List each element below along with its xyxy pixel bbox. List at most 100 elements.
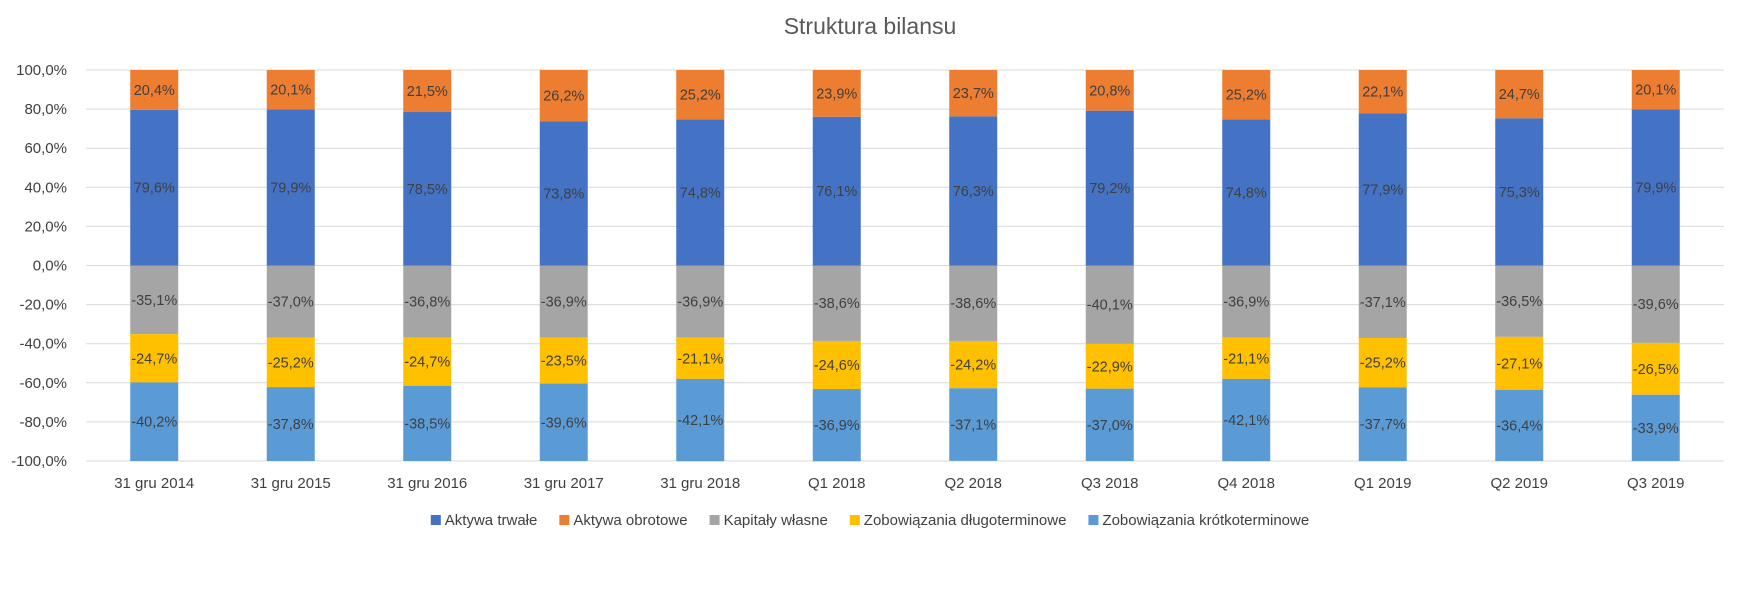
data-label: 21,5% <box>407 84 448 100</box>
data-label: -36,8% <box>404 294 450 310</box>
legend-item: Aktywa obrotowe <box>559 512 688 529</box>
y-tick-label: -80,0% <box>19 414 67 431</box>
bar-segment <box>1358 338 1407 388</box>
data-label: -25,2% <box>268 355 314 371</box>
data-label: 79,2% <box>1089 181 1130 197</box>
x-tick-label: Q2 2018 <box>944 475 1002 492</box>
bar-segment <box>676 119 725 266</box>
bar-segment <box>1358 113 1407 266</box>
bar-segment <box>1495 70 1544 119</box>
bar-segment <box>812 389 861 462</box>
bar-segment <box>539 70 588 122</box>
y-axis: 100,0% 80,0% 60,0% 40,0% 20,0% 0,0% -20,0% -40,… <box>11 62 67 470</box>
bar-segment <box>812 70 861 117</box>
bar-segment <box>130 382 179 461</box>
bar-segment <box>403 337 452 386</box>
x-tick-label: Q2 2019 <box>1490 475 1548 492</box>
legend-item: Aktywa trwałe <box>430 512 537 529</box>
bar-segment <box>1085 388 1134 461</box>
bar-segment <box>1222 70 1271 120</box>
y-tick-label: -40,0% <box>19 336 67 353</box>
bar-segment <box>1358 70 1407 114</box>
bar-segment <box>949 388 998 461</box>
data-label: -24,6% <box>814 358 860 374</box>
data-label: -36,4% <box>1496 418 1542 434</box>
x-tick-label: Q4 2018 <box>1217 475 1275 492</box>
bar-segment <box>266 387 315 461</box>
y-tick-label: 20,0% <box>24 218 67 235</box>
legend-item: Kapitały własne <box>709 512 828 529</box>
x-tick-label: Q1 2018 <box>808 475 866 492</box>
y-tick-label: 80,0% <box>24 101 67 118</box>
data-label: 74,8% <box>680 185 721 201</box>
data-label: -22,9% <box>1087 359 1133 375</box>
data-label: -38,5% <box>404 416 450 432</box>
data-label: -26,5% <box>1633 362 1679 378</box>
data-label: -38,6% <box>814 296 860 312</box>
bar-segment <box>1222 265 1271 338</box>
data-label: -35,1% <box>131 293 177 309</box>
bar-segment <box>1085 110 1134 266</box>
bar-segment <box>1358 387 1407 461</box>
bar-segment <box>1222 119 1271 266</box>
data-label: -24,7% <box>131 351 177 367</box>
bar-segment <box>403 385 452 461</box>
data-label: -40,1% <box>1087 298 1133 314</box>
data-label: 76,3% <box>953 184 994 200</box>
data-label: -36,9% <box>814 418 860 434</box>
data-label: -36,9% <box>541 295 587 311</box>
bar-segment <box>1495 336 1544 390</box>
x-tick-label: 31 gru 2016 <box>387 475 467 492</box>
legend: Aktywa trwałe Aktywa obrotowe Kapitały wła… <box>430 512 1309 529</box>
bar-segment <box>266 109 315 266</box>
y-tick-label: -60,0% <box>19 375 67 392</box>
bar-segment <box>403 112 452 266</box>
data-label: -25,2% <box>1360 356 1406 372</box>
bar-segment <box>1222 378 1271 462</box>
legend-swatch <box>430 515 441 525</box>
data-label: -39,6% <box>541 415 587 431</box>
data-label: 20,8% <box>1089 83 1130 99</box>
bar-segment <box>1085 265 1134 344</box>
y-tick-label: 60,0% <box>24 140 67 157</box>
data-label: 79,9% <box>1635 180 1676 196</box>
data-label: 20,4% <box>134 83 175 99</box>
data-label: 79,9% <box>270 180 311 196</box>
bar-segment <box>676 265 725 338</box>
legend-label: Zobowiązania krótkoterminowe <box>1102 512 1309 529</box>
bar-segment <box>1631 109 1680 266</box>
bar-segment <box>1222 337 1271 379</box>
data-label: -38,6% <box>950 296 996 312</box>
bar-segment <box>539 121 588 266</box>
data-label: -33,9% <box>1633 421 1679 437</box>
x-tick-label: Q3 2018 <box>1081 475 1139 492</box>
bar-segment <box>812 265 861 341</box>
bar-segment <box>266 265 315 338</box>
gridlines <box>86 69 1724 462</box>
data-label: -36,9% <box>1223 295 1269 311</box>
bar-segment <box>130 109 179 266</box>
bar-segment <box>403 265 452 338</box>
bar-segment <box>676 70 725 120</box>
x-tick-label: Q1 2019 <box>1354 475 1412 492</box>
data-label: 25,2% <box>680 88 721 104</box>
x-tick-label: 31 gru 2014 <box>114 475 194 492</box>
data-label: -37,1% <box>1360 295 1406 311</box>
data-label: 79,6% <box>134 181 175 197</box>
legend-label: Aktywa obrotowe <box>573 512 687 529</box>
data-label: 77,9% <box>1362 182 1403 198</box>
y-tick-label: 100,0% <box>16 62 67 79</box>
legend-label: Kapitały własne <box>724 512 828 529</box>
data-label: 24,7% <box>1499 87 1540 103</box>
data-label: 20,1% <box>1635 83 1676 99</box>
bar-segment <box>1358 265 1407 339</box>
y-tick-label: -100,0% <box>11 453 67 470</box>
data-label: -27,1% <box>1496 356 1542 372</box>
legend-swatch <box>559 515 570 525</box>
bar-segment <box>949 340 998 389</box>
bar-segment <box>1495 389 1544 461</box>
bars: 79,6% 20,4% -35,1% -24,7% -40,2% 79,9% 20,1% -3… <box>130 70 1680 462</box>
bar-segment <box>676 378 725 462</box>
bar-segment <box>1085 343 1134 389</box>
legend-swatch <box>1088 515 1099 525</box>
